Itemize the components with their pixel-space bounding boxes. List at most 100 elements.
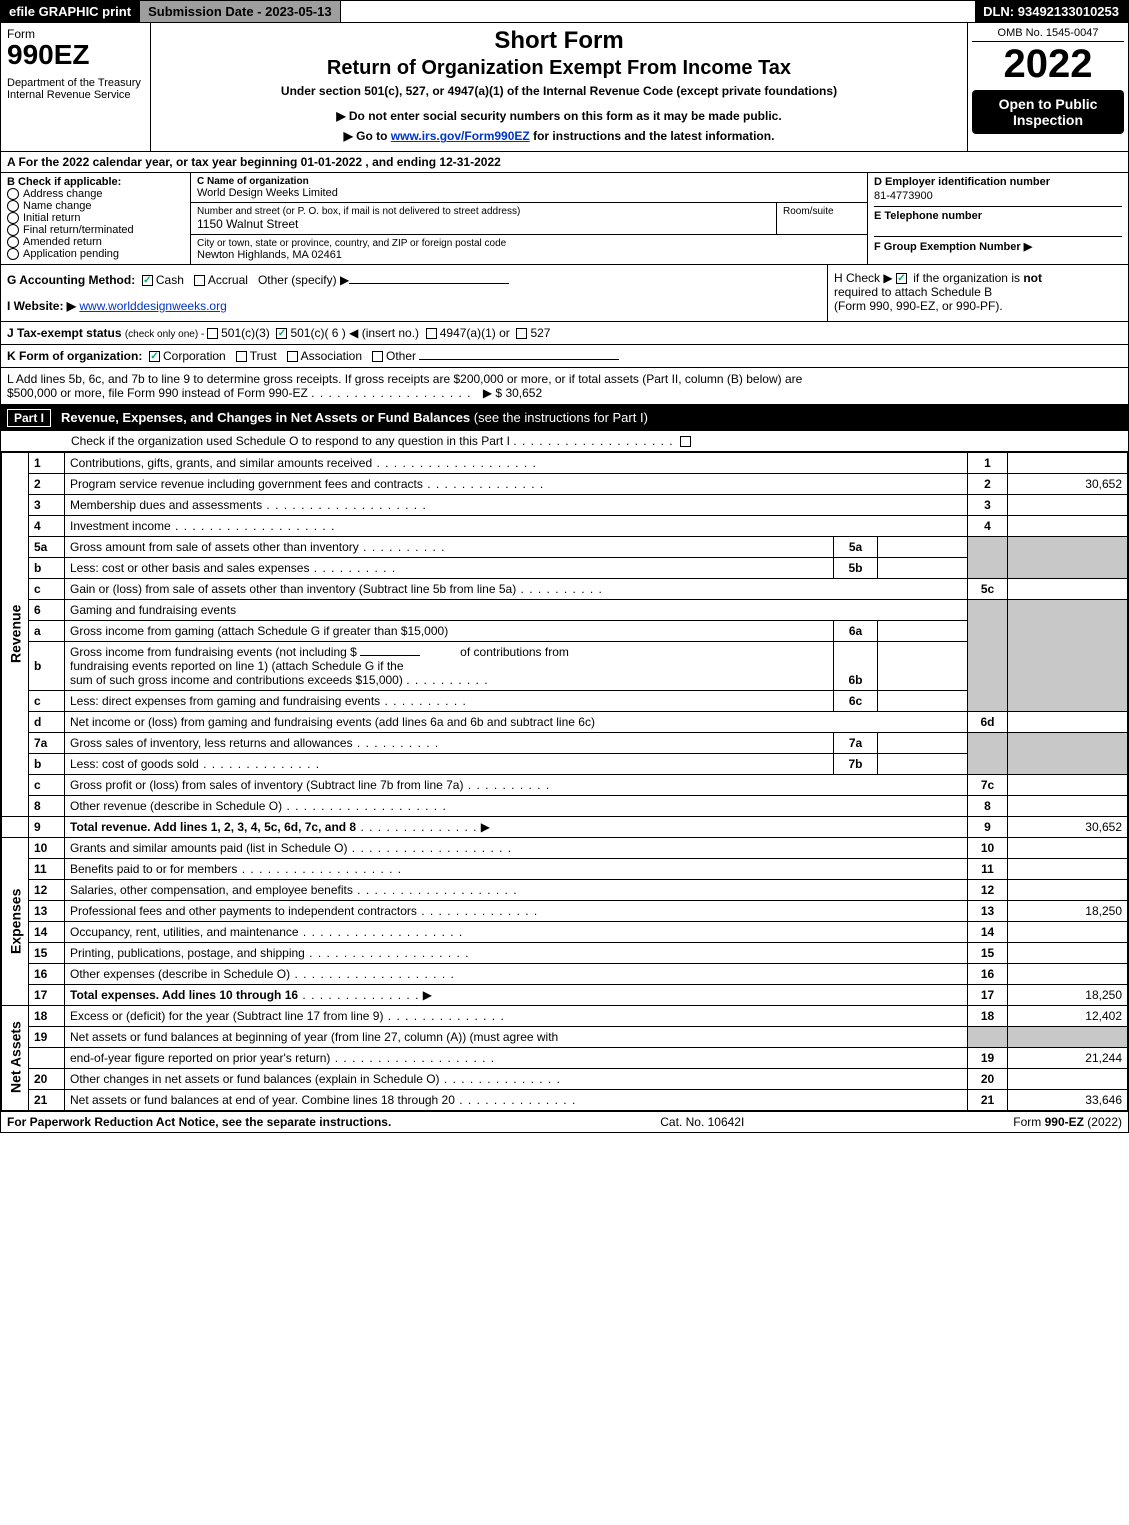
ln-6a: a <box>29 620 65 641</box>
ln-11: 11 <box>29 858 65 879</box>
b-lab-3: Final return/terminated <box>23 224 134 236</box>
rn-1: 1 <box>968 452 1008 473</box>
mid-7b: 7b <box>834 753 878 774</box>
section-l: L Add lines 5b, 6c, and 7b to line 9 to … <box>1 368 1128 405</box>
website-link[interactable]: www.worlddesignweeks.org <box>79 299 226 313</box>
b-head: B Check if applicable: <box>7 176 184 188</box>
check-schedule-o[interactable] <box>680 436 691 447</box>
ln-15: 15 <box>29 942 65 963</box>
dept-label: Department of the Treasury Internal Reve… <box>7 77 144 101</box>
6b-blank <box>360 655 420 656</box>
c-room-block: Room/suite <box>777 203 867 234</box>
dots-6c <box>380 694 467 708</box>
check-4947[interactable] <box>426 328 437 339</box>
check-address[interactable] <box>7 188 19 200</box>
check-trust[interactable] <box>236 351 247 362</box>
check-amended[interactable] <box>7 236 19 248</box>
dots-17 <box>298 988 419 1002</box>
row-21: 21 Net assets or fund balances at end of… <box>2 1089 1128 1110</box>
b-item-1: Name change <box>7 200 184 212</box>
ln-6b: b <box>29 641 65 690</box>
title-return: Return of Organization Exempt From Incom… <box>155 57 963 80</box>
rn-20: 20 <box>968 1068 1008 1089</box>
fr-post: (2022) <box>1084 1115 1122 1129</box>
mid-5a: 5a <box>834 536 878 557</box>
bullet-ssn: ▶ Do not enter social security numbers o… <box>155 106 963 126</box>
desc-9: Total revenue. Add lines 1, 2, 3, 4, 5c,… <box>65 816 968 837</box>
row-6d: d Net income or (loss) from gaming and f… <box>2 711 1128 732</box>
dots-2 <box>423 477 544 491</box>
check-name[interactable] <box>7 200 19 212</box>
check-527[interactable] <box>516 328 527 339</box>
ln-17: 17 <box>29 984 65 1005</box>
k-o3: Other <box>386 349 416 363</box>
j-o3: 4947(a)(1) or <box>440 326 510 340</box>
desc-19a: Net assets or fund balances at beginning… <box>65 1026 968 1047</box>
desc-6d: Net income or (loss) from gaming and fun… <box>65 711 968 732</box>
amt-4 <box>1008 515 1128 536</box>
rn-17: 17 <box>968 984 1008 1005</box>
ln-5a: 5a <box>29 536 65 557</box>
d7b: Less: cost of goods sold <box>70 757 199 771</box>
section-i: I Website: ▶ www.worlddesignweeks.org <box>7 299 821 313</box>
rn-3: 3 <box>968 494 1008 515</box>
e-block: E Telephone number <box>874 206 1122 236</box>
ln-7c: c <box>29 774 65 795</box>
rn-6abc-grey <box>968 599 1008 711</box>
c-street-label: Number and street (or P. O. box, if mail… <box>197 206 770 217</box>
k-o2: Association <box>301 349 362 363</box>
j-label: J Tax-exempt status <box>7 326 125 340</box>
row-9: 9 Total revenue. Add lines 1, 2, 3, 4, 5… <box>2 816 1128 837</box>
form-number: 990EZ <box>7 39 144 71</box>
mid-7a: 7a <box>834 732 878 753</box>
header-right: OMB No. 1545-0047 2022 Open to Public In… <box>968 23 1128 151</box>
check-accrual[interactable] <box>194 275 205 286</box>
rn-10: 10 <box>968 837 1008 858</box>
section-k: K Form of organization: Corporation Trus… <box>1 345 1128 368</box>
bcd-row: B Check if applicable: Address change Na… <box>1 173 1128 265</box>
header-left: Form 990EZ Department of the Treasury In… <box>1 23 151 151</box>
check-501c[interactable] <box>276 328 287 339</box>
check-pending[interactable] <box>7 248 19 260</box>
desc-4: Investment income <box>65 515 968 536</box>
desc-20: Other changes in net assets or fund bala… <box>65 1068 968 1089</box>
section-c: C Name of organization World Design Week… <box>191 173 868 264</box>
d6b4: sum of such gross income and contributio… <box>70 673 403 687</box>
amt-10 <box>1008 837 1128 858</box>
check-final[interactable] <box>7 224 19 236</box>
check-cash[interactable] <box>142 275 153 286</box>
amt-9: 30,652 <box>1008 816 1128 837</box>
form-990ez-page1: efile GRAPHIC print Submission Date - 20… <box>0 0 1129 1133</box>
check-assoc[interactable] <box>287 351 298 362</box>
rn-18: 18 <box>968 1005 1008 1026</box>
b-lab-4: Amended return <box>23 236 102 248</box>
check-other-org[interactable] <box>372 351 383 362</box>
check-corp[interactable] <box>149 351 160 362</box>
ln-6: 6 <box>29 599 65 620</box>
row-7c: c Gross profit or (loss) from sales of i… <box>2 774 1128 795</box>
header-center: Short Form Return of Organization Exempt… <box>151 23 968 151</box>
check-h[interactable] <box>896 273 907 284</box>
ln-2: 2 <box>29 473 65 494</box>
dots-18 <box>383 1009 504 1023</box>
c-name-block: C Name of organization World Design Week… <box>191 173 867 203</box>
b-lab-5: Application pending <box>23 248 119 260</box>
irs-link[interactable]: www.irs.gov/Form990EZ <box>391 129 530 143</box>
row-5b: b Less: cost or other basis and sales ex… <box>2 557 1128 578</box>
d1: Contributions, gifts, grants, and simila… <box>70 456 372 470</box>
check-initial[interactable] <box>7 212 19 224</box>
submission-date: Submission Date - 2023-05-13 <box>140 1 341 22</box>
rn-7c: 7c <box>968 774 1008 795</box>
ln-18: 18 <box>29 1005 65 1026</box>
secA-label: A For the 2022 calendar year, or tax yea… <box>7 155 301 169</box>
row-12: 12 Salaries, other compensation, and emp… <box>2 879 1128 900</box>
d7a: Gross sales of inventory, less returns a… <box>70 736 353 750</box>
check-501c3[interactable] <box>207 328 218 339</box>
b-item-3: Final return/terminated <box>7 224 184 236</box>
mid-6a: 6a <box>834 620 878 641</box>
b-lab-1: Name change <box>23 200 92 212</box>
section-a-text: A For the 2022 calendar year, or tax yea… <box>1 152 1128 172</box>
d5c: Gain or (loss) from sale of assets other… <box>70 582 516 596</box>
amt-19-grey <box>1008 1026 1128 1047</box>
title-short-form: Short Form <box>155 27 963 55</box>
